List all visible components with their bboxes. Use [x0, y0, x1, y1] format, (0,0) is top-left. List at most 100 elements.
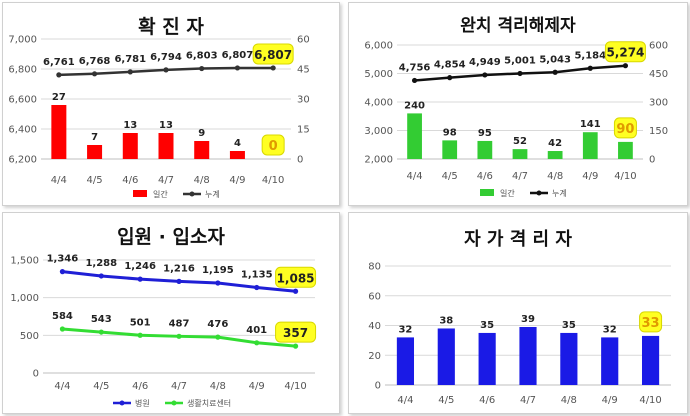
line-point — [447, 75, 453, 81]
line-value-label: 4,949 — [469, 57, 501, 68]
line-value-label: 5,001 — [504, 55, 536, 66]
line-value-label: 357 — [283, 326, 308, 340]
bar-value-label: 42 — [548, 138, 562, 149]
left-axis-tick-label: 4,000 — [364, 98, 393, 109]
right-axis-tick-label: 300 — [649, 98, 668, 109]
left-axis-tick-label: 6,600 — [8, 95, 37, 106]
line-value-label: 1,246 — [124, 261, 156, 272]
line-value-label: 487 — [169, 318, 190, 329]
bar — [396, 337, 415, 385]
bar-value-label: 0 — [269, 139, 278, 154]
category-label: 4/5 — [93, 381, 109, 392]
legend-label: 누계 — [552, 188, 567, 198]
right-axis-tick-label: 0 — [297, 155, 303, 166]
highlight-badge — [613, 117, 637, 139]
right-axis-tick-label: 150 — [649, 126, 668, 137]
line-value-label: 1,085 — [277, 271, 315, 285]
line-value-label: 6,807 — [254, 48, 292, 62]
line-point — [587, 65, 593, 71]
category-label: 4/5 — [442, 171, 458, 182]
right-axis-tick-label: 450 — [649, 69, 668, 80]
category-label: 4/8 — [547, 171, 563, 182]
line-point — [411, 77, 418, 84]
left-axis-tick-label: 0 — [375, 381, 381, 392]
hospitalized-panel: 입원 · 입소자 0 500 1,000 1,500 4/4 4/5 4/6 4/7 4/8 4/9… — [2, 212, 340, 414]
line-value-label: 6,807 — [222, 50, 254, 61]
bar — [478, 332, 496, 385]
bar-value-label: 32 — [603, 324, 617, 335]
category-label: 4/9 — [249, 381, 265, 392]
self-quarantine-panel: 자 가 격 리 자 0 20 40 60 80 4/4 4/5 4/6 4/7 4/8 4/9 4/10… — [348, 212, 688, 414]
line-value-label: 5,184 — [574, 50, 606, 61]
highlight-badge — [639, 311, 663, 333]
legend-marker — [171, 400, 177, 406]
bar-value-label: 35 — [562, 320, 576, 331]
category-label: 4/10 — [614, 171, 636, 182]
chart-title: 자 가 격 리 자 — [464, 229, 572, 250]
category-label: 4/6 — [122, 175, 138, 186]
highlight-badge — [275, 321, 317, 343]
category-label: 4/7 — [520, 395, 536, 406]
legend-label: 병원 — [135, 399, 150, 408]
line-value-label: 543 — [91, 314, 112, 325]
legend-label: 누계 — [205, 189, 220, 199]
bar-value-label: 7 — [91, 132, 98, 143]
bar-value-label: 32 — [398, 324, 412, 335]
bar — [618, 141, 633, 159]
left-axis-tick-label: 3,000 — [364, 126, 393, 137]
category-label: 4/7 — [512, 171, 528, 182]
right-axis-tick-label: 15 — [297, 125, 310, 136]
left-axis-tick-label: 1,500 — [10, 256, 39, 267]
line-point — [270, 65, 276, 71]
line-value-label: 1,195 — [202, 265, 234, 276]
legend-marker — [536, 190, 542, 196]
line-value-label: 1,346 — [47, 254, 79, 265]
recovered-chart: 완치 격리해제자 2,000 3,000 4,000 5,000 6,000 0 150 300… — [364, 16, 668, 198]
bar — [641, 335, 660, 385]
line-point — [215, 334, 221, 340]
line-point — [552, 69, 558, 75]
category-label: 4/10 — [262, 175, 284, 186]
line-value-label: 476 — [207, 319, 228, 330]
line-point — [292, 288, 299, 294]
right-axis-tick-label: 30 — [297, 95, 310, 106]
category-label: 4/4 — [51, 175, 67, 186]
bar-value-label: 13 — [159, 120, 173, 131]
highlight-badge — [252, 43, 294, 65]
chart-title: 입원 · 입소자 — [117, 226, 225, 248]
line-value-label: 401 — [246, 325, 267, 336]
line-point — [163, 67, 169, 73]
line-value-label: 6,794 — [150, 52, 182, 63]
right-axis-tick-label: 45 — [297, 65, 310, 76]
line-value-label: 4,756 — [399, 62, 431, 73]
category-label: 4/6 — [477, 171, 493, 182]
left-axis-tick-label: 6,200 — [8, 155, 37, 166]
left-axis-tick-label: 2,000 — [364, 155, 393, 166]
right-axis-tick-label: 600 — [649, 41, 668, 52]
line-point — [176, 278, 182, 284]
bar — [229, 151, 245, 159]
line-value-label: 6,781 — [114, 54, 146, 65]
line-point — [292, 343, 299, 349]
left-axis-tick-label: 6,800 — [8, 65, 37, 76]
legend-label: 생활치료센터 — [187, 398, 231, 408]
right-axis-tick-label: 0 — [649, 155, 655, 166]
category-label: 4/7 — [171, 381, 187, 392]
line-value-label: 5,043 — [539, 54, 571, 65]
category-label: 4/5 — [438, 395, 454, 406]
bar-value-label: 39 — [521, 314, 535, 325]
category-label: 4/7 — [158, 175, 174, 186]
bar — [547, 151, 563, 159]
legend-label: 일간 — [153, 189, 168, 199]
bar — [442, 140, 458, 159]
line-point — [98, 329, 104, 335]
category-label: 4/6 — [479, 395, 495, 406]
line-value-label: 1,288 — [85, 258, 117, 269]
bar-value-label: 95 — [478, 128, 492, 139]
bar — [87, 145, 103, 159]
confirmed-cases-panel: 확 진 자 6,200 6,400 6,600 6,800 7,000 0 15 30 45 60 4… — [2, 2, 340, 206]
category-label: 4/9 — [229, 175, 245, 186]
line-value-label: 5,274 — [606, 46, 644, 60]
category-label: 4/8 — [194, 175, 210, 186]
chart-title: 확 진 자 — [138, 15, 204, 38]
